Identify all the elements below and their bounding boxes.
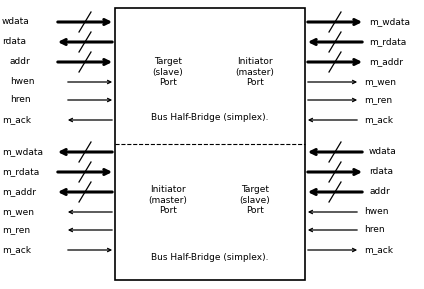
Text: wdata: wdata [369,147,397,157]
Text: m_ren: m_ren [364,95,392,105]
Text: m_wen: m_wen [2,208,34,216]
Text: m_ack: m_ack [364,245,393,255]
Text: m_ack: m_ack [2,245,31,255]
Text: m_ack: m_ack [364,116,393,125]
Text: Bus Half-Bridge (simplex).: Bus Half-Bridge (simplex). [151,114,269,123]
Text: hwen: hwen [10,77,34,86]
Text: rdata: rdata [369,168,393,177]
Bar [115,8,305,280]
Text: wdata: wdata [2,18,30,27]
Text: addr: addr [369,188,390,197]
Text: rdata: rdata [2,38,26,47]
Text: m_addr: m_addr [369,58,403,66]
Text: m_rdata: m_rdata [369,38,406,47]
Text: Target
(slave)
Port: Target (slave) Port [153,57,183,87]
Text: m_wen: m_wen [364,77,396,86]
Text: m_wdata: m_wdata [369,18,410,27]
Text: hwen: hwen [364,208,388,216]
Text: m_rdata: m_rdata [2,168,39,177]
Text: Initiator
(master)
Port: Initiator (master) Port [148,185,187,215]
Text: hren: hren [10,95,31,105]
Text: Bus Half-Bridge (simplex).: Bus Half-Bridge (simplex). [151,253,269,262]
Text: addr: addr [10,58,31,66]
Text: m_wdata: m_wdata [2,147,43,157]
Text: Initiator
(master)
Port: Initiator (master) Port [236,57,274,87]
Text: hren: hren [364,225,385,234]
Text: Target
(slave)
Port: Target (slave) Port [240,185,271,215]
Text: m_addr: m_addr [2,188,36,197]
Text: m_ren: m_ren [2,225,30,234]
Text: m_ack: m_ack [2,116,31,125]
